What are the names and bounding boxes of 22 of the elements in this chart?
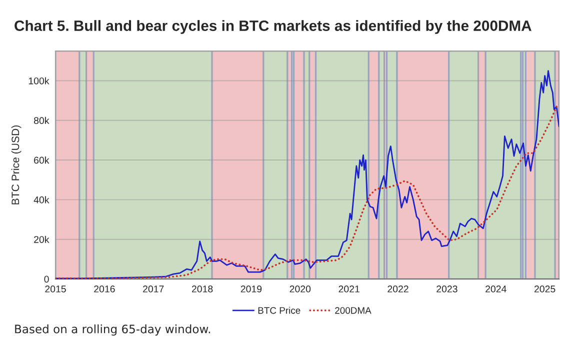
y-tick-label: 60k bbox=[34, 156, 50, 164]
y-tick-label: 40k bbox=[34, 196, 50, 204]
y-tick-label: 80k bbox=[34, 116, 50, 124]
x-tick-label: 2016 bbox=[94, 286, 115, 292]
y-tick-label: 20k bbox=[34, 236, 50, 243]
x-tick-label: 2022 bbox=[388, 286, 408, 292]
y-tick-label: 100k bbox=[28, 77, 50, 84]
y-axis-title: BTC Price (USD) bbox=[11, 125, 22, 204]
x-tick-label: 2015 bbox=[45, 286, 66, 292]
legend-label: BTC Price bbox=[258, 306, 300, 314]
x-tick-label: 2020 bbox=[290, 286, 311, 292]
x-tick-label: 2023 bbox=[436, 286, 458, 292]
x-tick-label: 2021 bbox=[338, 286, 360, 292]
x-tick-label: 2017 bbox=[143, 286, 164, 292]
x-tick-label: 2019 bbox=[240, 286, 262, 292]
x-tick-label: 2025 bbox=[534, 286, 556, 292]
text: Based on a rolling 65-day window. bbox=[15, 324, 210, 336]
legend-label: 200DMA bbox=[335, 307, 372, 314]
y-tick-label: 0 bbox=[44, 276, 49, 283]
x-tick-label: 2018 bbox=[192, 286, 213, 292]
chart-title: Chart 5. Bull and bear cycles in BTC markets as identified by the 200DMA bbox=[14, 20, 532, 34]
x-tick-label: 2024 bbox=[486, 286, 506, 292]
